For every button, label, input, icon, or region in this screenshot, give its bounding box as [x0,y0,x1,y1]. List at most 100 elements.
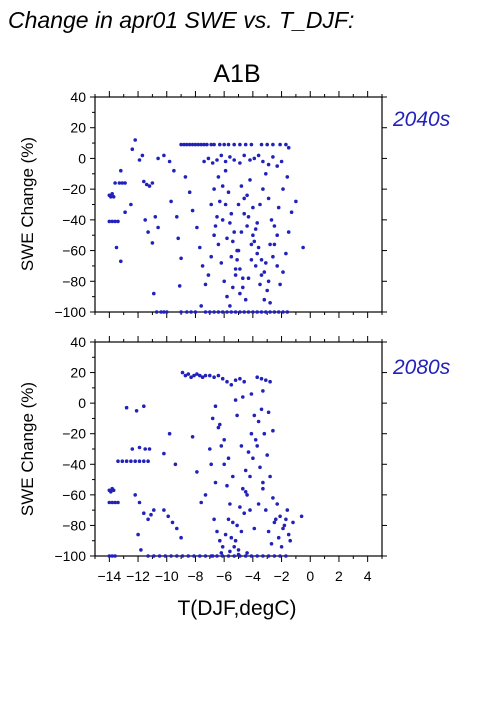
data-point [142,459,146,464]
data-point [150,181,155,185]
data-point [265,453,270,457]
y-tick-label: −80 [62,273,86,289]
data-point [124,459,129,464]
data-point [249,554,254,558]
data-point [216,242,221,247]
data-point [133,459,137,464]
data-point [153,215,158,219]
data-point [272,554,277,558]
x-axis-label: T(DJF,degC) [177,597,296,620]
data-point [206,156,211,161]
data-point [259,273,264,277]
data-point [218,538,222,543]
x-tick-label: −4 [245,568,261,584]
data-point [259,376,264,381]
data-point [233,267,238,271]
data-point [165,310,169,314]
data-point [241,395,245,399]
data-point [228,221,232,225]
data-point [222,142,226,147]
data-point [271,142,275,147]
data-point [229,383,234,387]
data-point [116,219,120,224]
data-point [129,459,133,464]
data-point [226,190,231,194]
data-point [156,225,160,230]
data-point [147,447,152,451]
data-point [271,428,275,433]
data-point [216,310,221,314]
data-point [253,438,258,442]
data-point [206,273,211,277]
data-point [259,142,264,147]
data-point [243,554,248,558]
data-point [242,511,246,515]
data-point [107,500,112,505]
data-point [258,202,262,207]
data-point [143,447,147,451]
data-point [186,554,191,558]
data-point [282,523,287,528]
data-point [212,187,216,191]
data-point [142,404,146,409]
y-tick-label: 40 [70,89,86,105]
data-point [258,465,262,470]
data-point [116,500,120,505]
data-point [137,500,142,505]
data-point [256,502,261,506]
y-tick-label: −80 [62,517,86,533]
x-tick-label: 4 [364,568,372,584]
data-point [261,187,265,191]
data-point [284,517,288,522]
data-point [278,142,282,147]
data-point [243,490,248,494]
data-point [271,254,275,259]
data-point [279,159,284,164]
data-point [123,210,127,214]
data-point [238,142,242,147]
data-point [266,554,271,558]
x-axis: −14 −12 −10 −8 −6 −4 −2 0 2 4 [94,336,383,584]
data-point [220,218,225,222]
data-point [195,372,199,376]
data-point [156,156,160,161]
data-point [110,219,114,224]
data-point [235,523,239,528]
data-point [272,224,277,228]
data-point [281,187,285,191]
data-point [269,542,274,546]
data-point [228,304,232,308]
data-point [252,156,257,161]
data-point [275,233,280,237]
data-point [142,511,146,515]
data-point [175,526,179,531]
data-point [109,490,113,494]
data-point [162,451,166,456]
data-point [196,142,201,147]
data-point [228,502,232,506]
data-point [264,172,268,176]
data-point [229,310,234,314]
data-point [162,310,166,314]
data-point [185,142,189,147]
data-point [210,554,215,558]
data-point [276,535,281,540]
y-tick-label: −60 [62,487,86,503]
data-point [220,554,225,558]
y-tick-label: −100 [54,548,86,564]
data-point [216,175,221,179]
data-point [180,554,185,558]
y-tick-label: −40 [62,212,86,228]
data-point [284,554,288,558]
data-point [241,285,245,290]
data-point [213,404,218,409]
data-point [119,259,123,264]
data-point [284,251,288,256]
data-point [208,373,212,378]
data-point [190,435,195,439]
data-point [259,258,264,262]
data-point [266,279,271,284]
data-point [259,407,264,412]
data-point [200,375,205,380]
data-point [252,239,257,244]
